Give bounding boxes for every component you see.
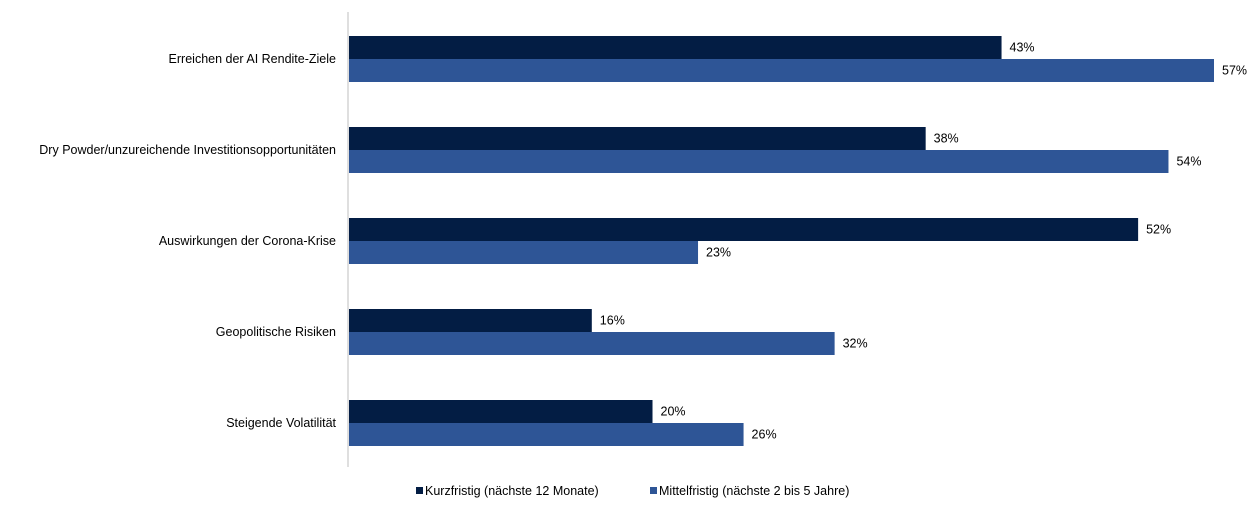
bars [349,36,1214,446]
bar-kurzfristig [349,127,926,150]
data-label: 32% [843,337,868,351]
category-label: Dry Powder/unzureichende Investitionsopp… [39,143,336,157]
legend-swatch [416,487,423,494]
data-label: 16% [600,314,625,328]
data-label: 26% [752,428,777,442]
data-label: 20% [661,405,686,419]
data-label: 54% [1176,155,1201,169]
bar-mittelfristig [349,423,744,446]
legend-label: Mittelfristig (nächste 2 bis 5 Jahre) [659,484,849,498]
category-label: Auswirkungen der Corona-Krise [159,234,336,248]
bar-kurzfristig [349,309,592,332]
data-label: 43% [1010,41,1035,55]
bar-kurzfristig [349,36,1002,59]
data-label: 52% [1146,223,1171,237]
category-labels: Erreichen der AI Rendite-Ziele Dry Powder… [39,52,336,430]
legend-label: Kurzfristig (nächste 12 Monate) [425,484,599,498]
bar-mittelfristig [349,150,1169,173]
bar-kurzfristig [349,218,1139,241]
data-label: 38% [934,132,959,146]
bar-mittelfristig [349,59,1214,82]
category-label: Geopolitische Risiken [216,325,336,339]
category-label: Steigende Volatilität [226,416,336,430]
category-label: Erreichen der AI Rendite-Ziele [169,52,336,66]
legend-swatch [650,487,657,494]
bar-mittelfristig [349,241,699,264]
bar-mittelfristig [349,332,835,355]
data-label: 23% [706,246,731,260]
legend: Kurzfristig (nächste 12 Monate) Mittelfri… [416,484,849,498]
bar-kurzfristig [349,400,653,423]
value-labels: 43% 57% 38% 54% 52% 23% 16% 32% 20% 26% [600,41,1247,442]
data-label: 57% [1222,64,1247,78]
